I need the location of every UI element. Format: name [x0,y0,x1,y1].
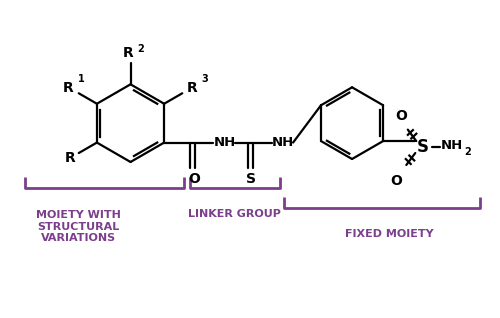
Text: 2: 2 [138,44,144,54]
Text: O: O [188,172,200,186]
Text: NH: NH [214,135,236,149]
Text: R: R [122,46,134,60]
Text: FIXED MOIETY: FIXED MOIETY [345,229,434,239]
Text: S: S [246,172,256,186]
Text: MOIETY WITH
STRUCTURAL
VARIATIONS: MOIETY WITH STRUCTURAL VARIATIONS [36,210,120,244]
Text: S: S [416,138,428,156]
Text: NH: NH [440,139,462,152]
Text: LINKER GROUP: LINKER GROUP [188,209,280,219]
Text: O: O [395,109,407,123]
Text: NH: NH [272,135,294,149]
Text: 1: 1 [78,74,84,84]
Text: R: R [62,81,73,95]
Text: 2: 2 [464,147,471,157]
Text: O: O [390,174,402,188]
Text: R: R [186,81,197,95]
Text: R: R [65,151,76,165]
Text: 3: 3 [202,74,208,84]
